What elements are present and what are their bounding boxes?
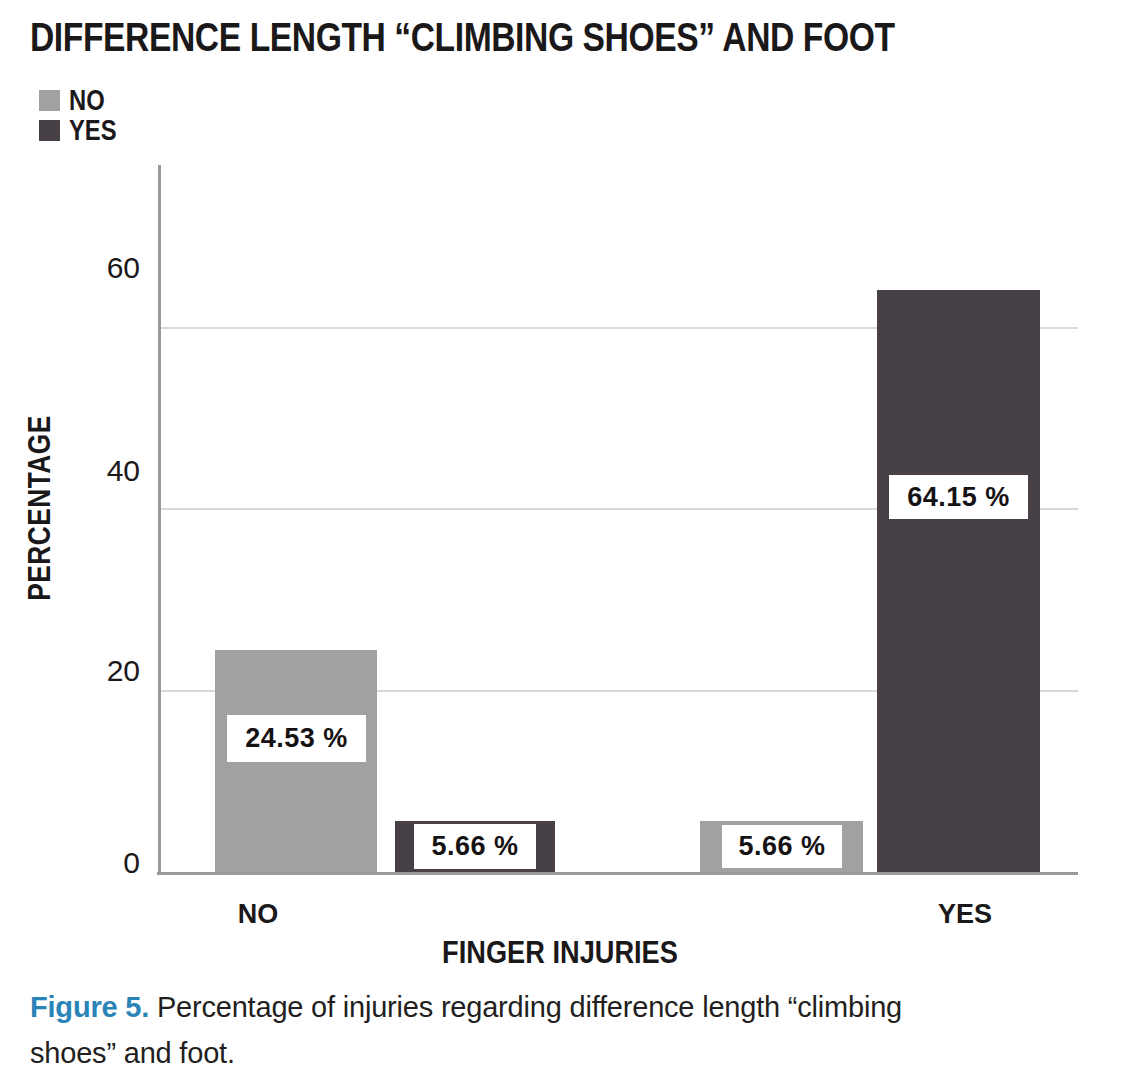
figure-caption: Figure 5. Percentage of injuries regardi… xyxy=(30,984,970,1076)
figure-page: DIFFERENCE LENGTH “CLIMBING SHOES” AND F… xyxy=(0,0,1134,1085)
bar-value-label-no-no: 24.53 % xyxy=(227,715,366,762)
legend-item-yes: YES xyxy=(39,115,127,145)
legend-swatch-no xyxy=(39,90,60,111)
x-tick-label-no: NO xyxy=(238,899,279,930)
chart-title: DIFFERENCE LENGTH “CLIMBING SHOES” AND F… xyxy=(30,14,895,61)
bar-yes-yes xyxy=(877,290,1040,872)
legend-item-no: NO xyxy=(39,85,127,115)
x-tick-label-yes: YES xyxy=(938,899,992,930)
bar-value-label-yes-no: 5.66 % xyxy=(722,825,842,868)
bar-value-label-no-yes: 5.66 % xyxy=(414,824,536,869)
legend-swatch-yes xyxy=(39,120,60,141)
y-tick-label-0: 0 xyxy=(58,845,140,881)
y-tick-label-20: 20 xyxy=(58,653,140,689)
legend: NO YES xyxy=(39,85,127,145)
x-axis-title: FINGER INJURIES xyxy=(442,934,678,971)
caption-label: Figure 5. xyxy=(30,991,149,1023)
bar-value-label-yes-yes: 64.15 % xyxy=(889,475,1028,519)
x-axis-line xyxy=(157,872,1078,875)
legend-label-yes: YES xyxy=(69,114,117,147)
legend-label-no: NO xyxy=(69,84,105,117)
y-tick-label-60: 60 xyxy=(58,250,140,286)
y-axis-title: PERCENTAGE xyxy=(22,415,58,600)
caption-text: Percentage of injuries regarding differe… xyxy=(30,991,902,1069)
y-axis-line xyxy=(158,165,161,875)
y-tick-label-40: 40 xyxy=(58,453,140,489)
